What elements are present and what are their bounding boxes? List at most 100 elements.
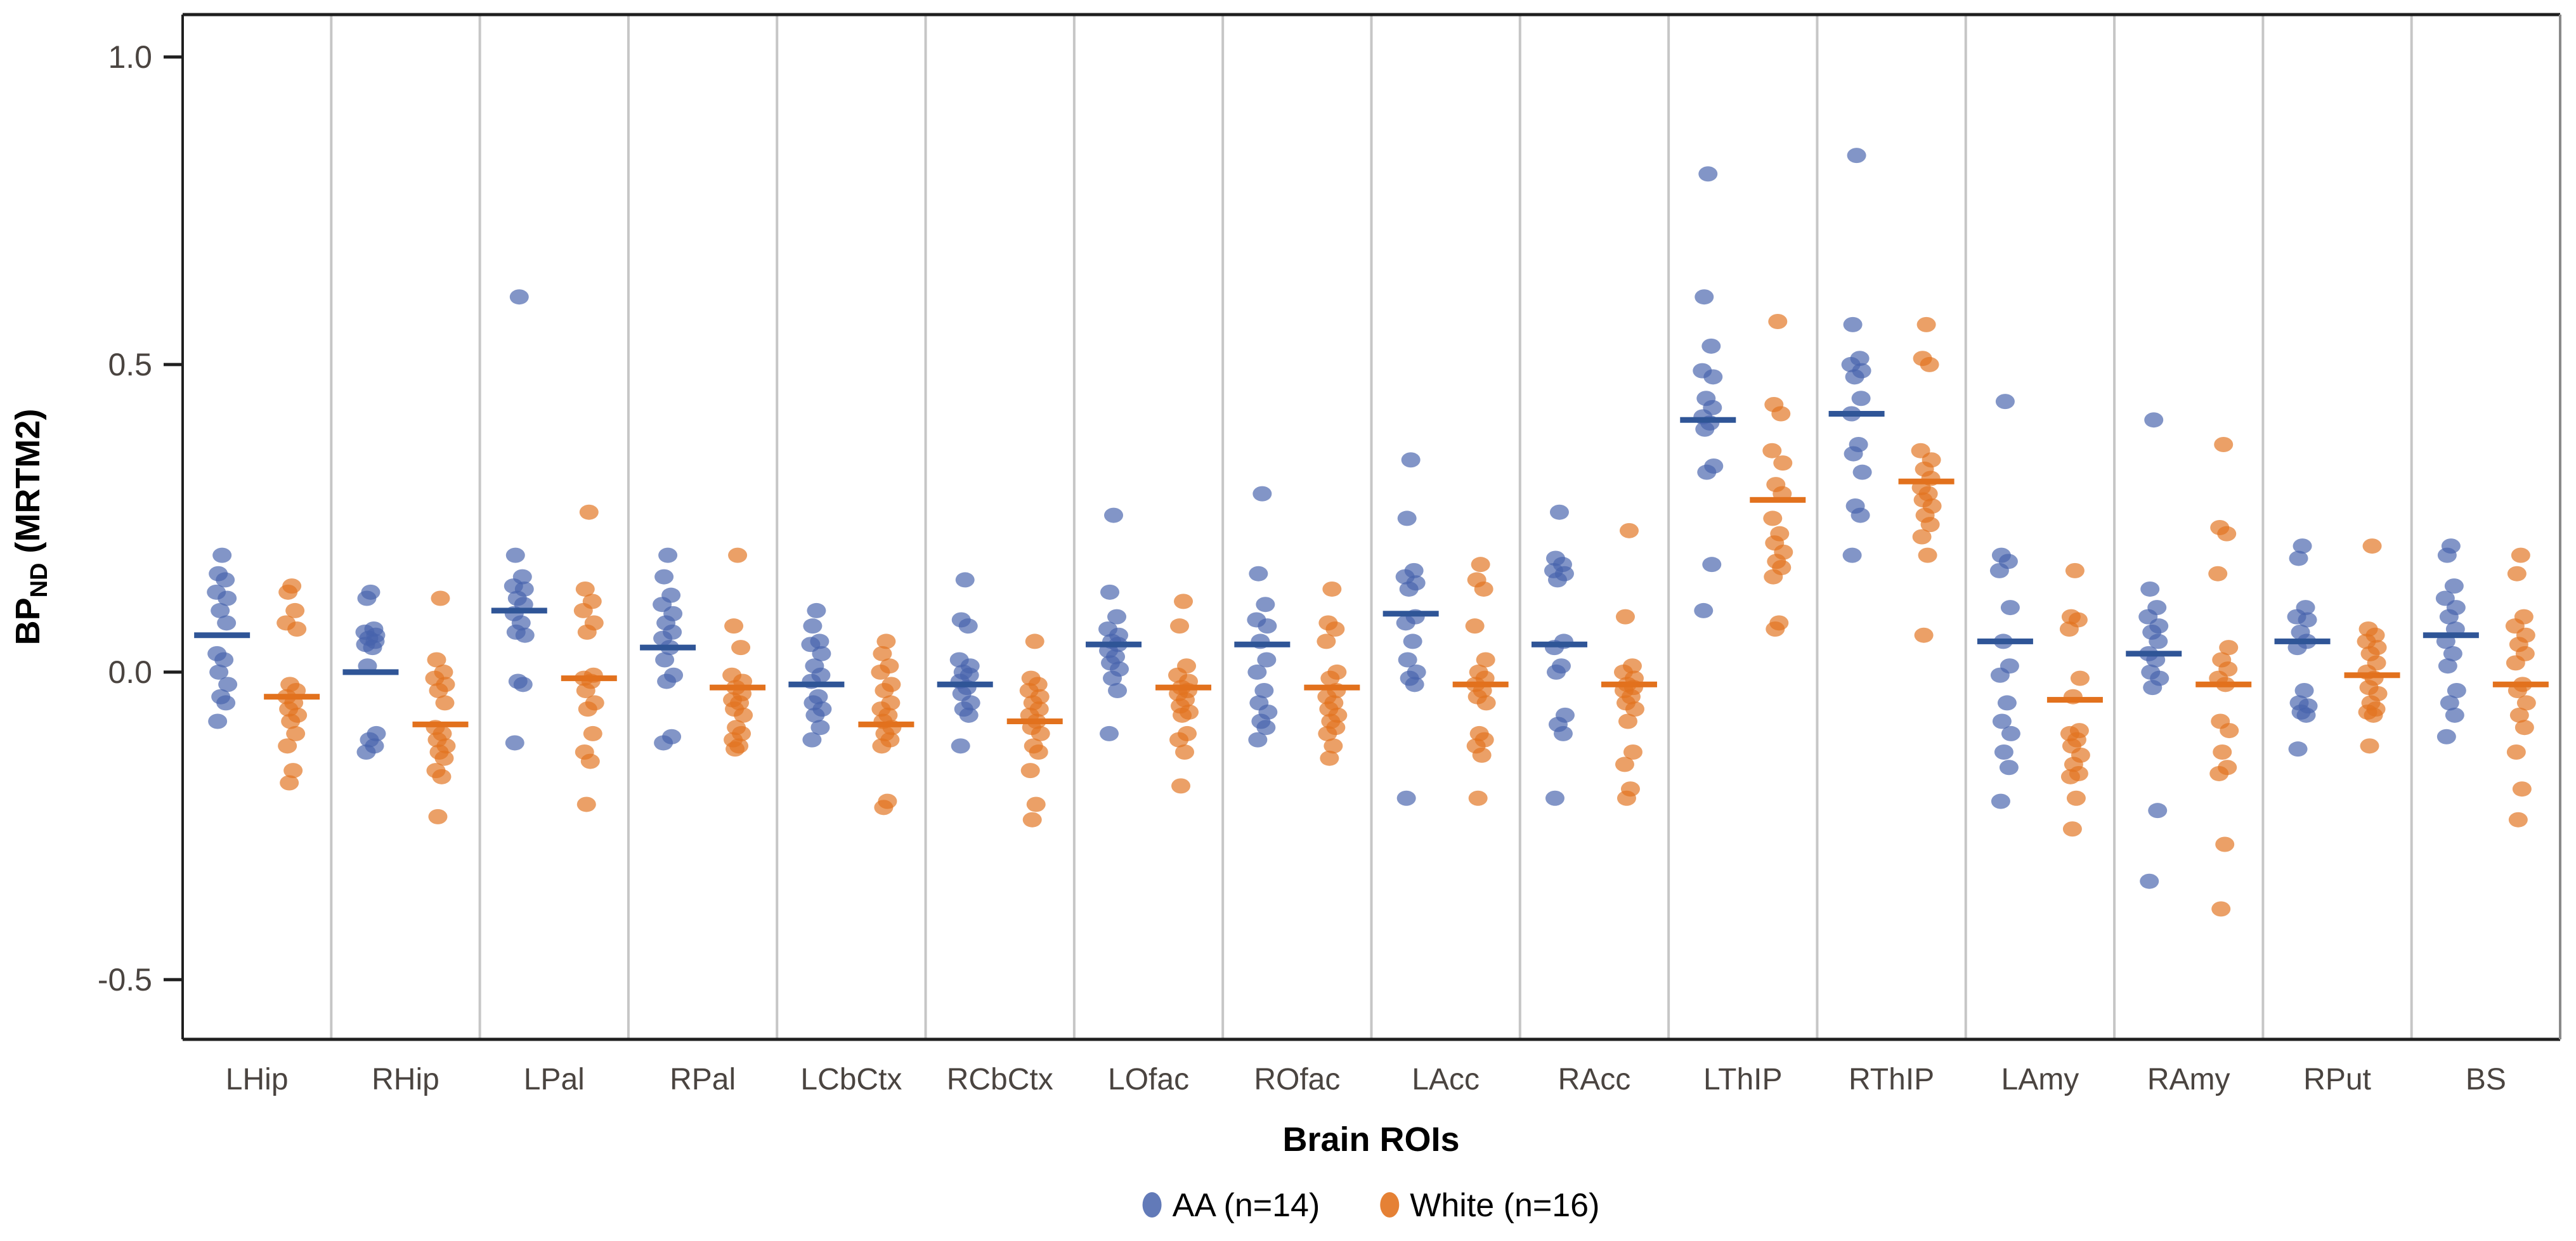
aa-mean-bar [2423,632,2479,639]
aa-data-point [655,652,675,668]
aa-data-point [2298,612,2317,628]
white-data-point [577,624,597,640]
white-data-point [1625,701,1644,717]
white-mean-bar [2046,697,2103,703]
white-data-point [1025,633,1044,649]
aa-data-point [657,673,677,689]
white-data-point [874,800,894,815]
white-data-point [1022,812,1042,828]
aa-data-point [1108,683,1128,699]
aa-data-point [1399,581,1419,597]
white-data-point [724,618,744,634]
white-data-point [1771,406,1791,422]
aa-data-point [2443,646,2462,661]
white-data-point [573,602,593,618]
white-data-point [1169,732,1189,748]
aa-data-point [1248,732,1268,748]
aa-data-point [2440,695,2459,711]
y-tick-label: 0.5 [108,347,152,382]
aa-data-point [208,713,228,729]
aa-mean-bar [1086,641,1142,647]
white-data-point [576,796,596,812]
aa-data-point [1843,316,1863,332]
white-data-point [731,640,751,656]
white-data-point [871,664,890,680]
aa-data-point [958,618,978,634]
aa-data-point [1545,790,1564,806]
x-tick-label: LThIP [1703,1063,1783,1096]
white-data-point [1325,621,1345,637]
white-mean-bar [412,721,469,727]
aa-data-point [1845,369,1864,385]
aa-data-point [2288,741,2308,757]
aa-data-point [2001,725,2020,741]
white-data-point [1914,627,1934,643]
aa-mean-bar [491,608,547,614]
aa-data-point [658,547,678,563]
white-data-point [725,741,745,757]
aa-data-point [1999,760,2019,776]
white-data-point [2509,707,2529,723]
aa-mean-bar [937,681,993,687]
x-tick-label: LCbCtx [800,1063,902,1096]
white-data-point [734,707,753,723]
aa-data-point [812,646,831,661]
aa-data-point [1256,597,1275,613]
white-data-point [1476,695,1496,711]
white-mean-bar [1601,681,1657,687]
x-tick-label: RAmy [2147,1063,2230,1096]
white-mean-bar [1898,478,1955,484]
white-data-point [283,763,303,779]
white-data-point [285,602,305,618]
white-data-point [2208,566,2228,582]
aa-data-point [2140,873,2159,889]
white-mean-bar [1304,684,1360,691]
white-data-point [2507,566,2527,582]
aa-data-point [1100,725,1119,741]
aa-data-point [1247,664,1267,680]
x-tick-label: ROfac [1254,1063,1340,1096]
aa-data-point [654,569,674,585]
aa-data-point [810,720,830,736]
y-axis-title: BPND (MRTM2) [9,409,53,646]
aa-data-point [1842,547,1862,563]
aa-data-point [217,615,237,631]
aa-data-point [505,735,524,751]
white-data-point [2506,744,2526,760]
white-mean-bar [2344,672,2400,679]
white-data-point [1320,750,1339,766]
white-data-point [2060,769,2080,784]
x-tick-label: RPut [2303,1063,2371,1096]
aa-data-point [1396,790,1416,806]
x-tick-label: RThIP [1849,1063,1934,1096]
white-data-point [1763,510,1783,526]
aa-data-point [1401,452,1421,468]
aa-data-point [211,602,230,618]
white-data-point [2213,744,2232,760]
x-tick-label: LAcc [1412,1063,1480,1096]
aa-data-point [1695,289,1714,305]
white-mean-bar [1452,681,1509,687]
white-data-point [1320,670,1340,686]
aa-data-point [2447,683,2466,699]
aa-data-point [515,627,535,643]
white-data-point [1170,618,1190,634]
white-data-point [1920,517,1940,533]
white-mean-bar [858,721,914,727]
legend-item-aa: AA (n=14) [1142,1187,1320,1224]
aa-data-point [356,744,376,760]
white-mean-bar [561,675,617,682]
white-data-point [431,590,450,606]
white-mean-bar [2492,681,2549,687]
white-data-point [1174,594,1194,609]
aa-data-point [509,289,529,305]
aa-data-point [807,602,826,618]
aa-data-point [1100,584,1120,600]
aa-data-point [1553,725,1573,741]
x-tick-label: BS [2466,1063,2506,1096]
aa-data-point [654,735,673,751]
aa-data-point [1702,557,1722,573]
white-data-point [873,646,892,661]
white-data-point [1918,547,1937,563]
